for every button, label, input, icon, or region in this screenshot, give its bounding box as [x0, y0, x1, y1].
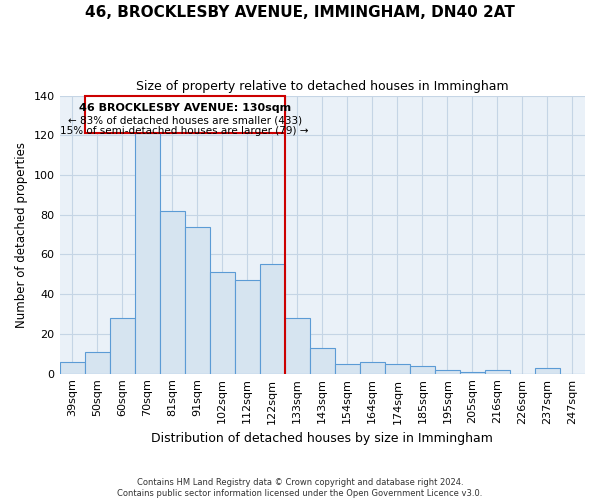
Title: Size of property relative to detached houses in Immingham: Size of property relative to detached ho… [136, 80, 509, 93]
Bar [235, 280, 260, 374]
Bar [85, 352, 110, 374]
Text: 46 BROCKLESBY AVENUE: 130sqm: 46 BROCKLESBY AVENUE: 130sqm [79, 103, 291, 113]
Bar [59, 362, 85, 374]
Y-axis label: Number of detached properties: Number of detached properties [15, 142, 28, 328]
X-axis label: Distribution of detached houses by size in Immingham: Distribution of detached houses by size … [151, 432, 493, 445]
Bar [209, 272, 235, 374]
Bar [134, 110, 160, 374]
Bar [285, 318, 310, 374]
Text: 15% of semi-detached houses are larger (79) →: 15% of semi-detached houses are larger (… [61, 126, 309, 136]
Text: ← 83% of detached houses are smaller (433): ← 83% of detached houses are smaller (43… [68, 116, 302, 126]
Bar [435, 370, 460, 374]
Bar [385, 364, 410, 374]
Bar [460, 372, 485, 374]
Bar [260, 264, 285, 374]
Text: Contains HM Land Registry data © Crown copyright and database right 2024.
Contai: Contains HM Land Registry data © Crown c… [118, 478, 482, 498]
Bar [535, 368, 560, 374]
Bar [110, 318, 134, 374]
Bar [335, 364, 360, 374]
Bar [185, 226, 209, 374]
Bar [485, 370, 510, 374]
Bar [310, 348, 335, 374]
Text: 46, BROCKLESBY AVENUE, IMMINGHAM, DN40 2AT: 46, BROCKLESBY AVENUE, IMMINGHAM, DN40 2… [85, 5, 515, 20]
FancyBboxPatch shape [85, 96, 285, 134]
Bar [360, 362, 385, 374]
Bar [160, 211, 185, 374]
Bar [410, 366, 435, 374]
